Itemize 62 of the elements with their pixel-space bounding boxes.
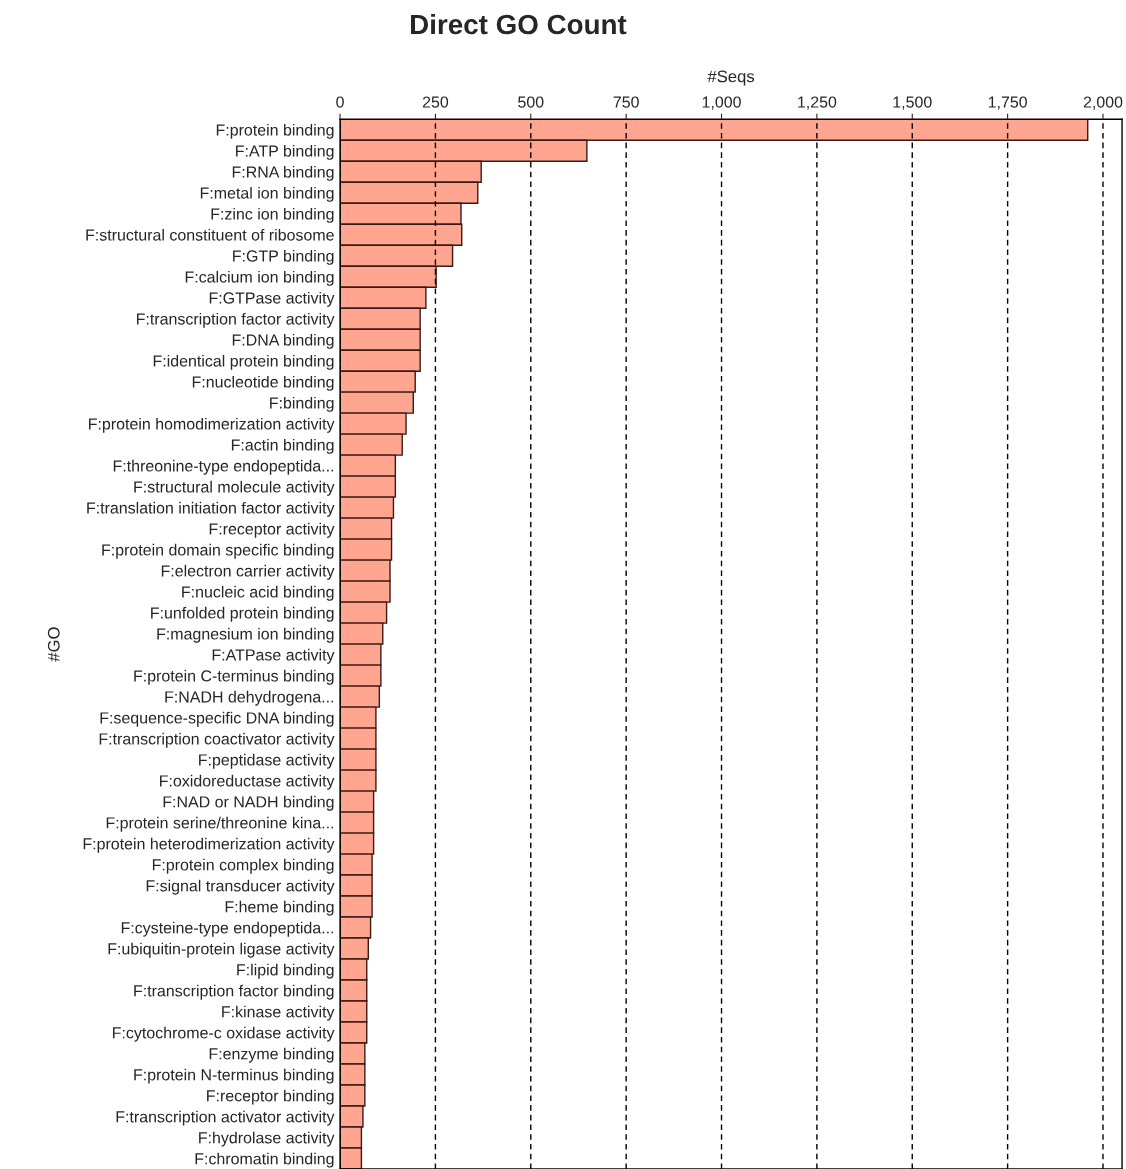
y-tick-label: F:protein serine/threonine kina...	[106, 816, 334, 832]
y-tick-label: F:metal ion binding	[200, 186, 334, 202]
y-tick-label: F:protein N-terminus binding	[134, 1068, 334, 1084]
y-tick-label: F:identical protein binding	[153, 354, 334, 370]
y-tick-label: F:receptor activity	[209, 522, 335, 538]
y-tick-label: F:signal transducer activity	[146, 879, 335, 895]
chart-title: Direct GO Count	[411, 13, 627, 35]
y-tick-label: F:chromatin binding	[195, 1152, 334, 1168]
y-tick-label: F:transcription coactivator activity	[99, 732, 335, 748]
y-tick-label: F:ATPase activity	[212, 648, 335, 664]
x-axis-title: #Seqs	[707, 70, 755, 86]
y-tick-label: F:NADH dehydrogena...	[165, 690, 334, 706]
y-tick-label: F:transcription activator activity	[116, 1110, 335, 1126]
y-tick-label: F:sequence-specific DNA binding	[100, 711, 334, 727]
x-tick-label: 750	[613, 96, 639, 108]
x-tick-label: 1,000	[702, 96, 741, 110]
y-tick-label: F:oxidoreductase activity	[160, 774, 335, 790]
y-tick-label: F:actin binding	[231, 438, 334, 454]
y-tick-label: F:ATP binding	[236, 144, 334, 160]
x-tick-label: 0	[336, 96, 344, 108]
x-tick-label: 500	[518, 96, 544, 108]
y-tick-label: F:peptidase activity	[199, 753, 335, 769]
x-tick-label: 1,750	[988, 96, 1027, 110]
y-tick-label: F:transcription factor binding	[134, 984, 334, 1000]
y-tick-label: F:protein domain specific binding	[102, 543, 334, 559]
y-tick-label: F:lipid binding	[237, 963, 334, 979]
y-tick-label: F:protein binding	[216, 123, 334, 139]
y-tick-label: F:transcription factor activity	[136, 312, 335, 328]
y-tick-label: F:structural constituent of ribosome	[86, 228, 334, 241]
y-tick-label: F:RNA binding	[232, 165, 334, 181]
y-tick-label: F:protein homodimerization activity	[89, 417, 335, 433]
y-tick-label: F:enzyme binding	[209, 1047, 334, 1063]
y-axis-title: #GO	[47, 627, 60, 662]
y-tick-label: F:cysteine-type endopeptida...	[121, 921, 334, 937]
y-tick-label: F:kinase activity	[222, 1005, 335, 1021]
x-tick-label: 1,250	[798, 96, 837, 110]
y-tick-label: F:nucleic acid binding	[182, 585, 334, 601]
y-tick-label: F:threonine-type endopeptida...	[113, 459, 334, 475]
y-tick-label: F:protein complex binding	[152, 858, 334, 874]
y-tick-label: F:magnesium ion binding	[157, 627, 334, 643]
x-tick-label: 250	[422, 96, 449, 108]
y-tick-label: F:DNA binding	[232, 333, 334, 349]
y-tick-label: F:hydrolase activity	[199, 1131, 335, 1147]
y-tick-label: F:GTPase activity	[209, 291, 335, 307]
x-tick-label: 2,000	[1083, 96, 1123, 110]
y-tick-label: F:binding	[270, 396, 334, 412]
y-tick-label: F:structural molecule activity	[134, 480, 335, 496]
y-tick-label: F:GTP binding	[233, 249, 334, 265]
y-tick-label: F:zinc ion binding	[211, 207, 334, 223]
y-tick-label: F:calcium ion binding	[185, 270, 334, 286]
y-tick-label: F:receptor binding	[207, 1089, 334, 1105]
y-tick-label: F:cytochrome-c oxidase activity	[113, 1026, 335, 1042]
y-tick-label: F:translation initiation factor activity	[87, 501, 335, 517]
y-tick-label: F:heme binding	[225, 900, 334, 916]
y-tick-label: F:protein C-terminus binding	[134, 669, 334, 685]
y-tick-label: F:protein heterodimerization activity	[83, 837, 335, 853]
y-tick-label: F:NAD or NADH binding	[163, 795, 334, 811]
y-tick-label: F:nucleotide binding	[192, 375, 334, 391]
y-tick-label: F:unfolded protein binding	[151, 606, 334, 622]
y-tick-label: F:ubiquitin-protein ligase activity	[108, 942, 335, 958]
x-tick-label: 1,500	[893, 96, 932, 110]
y-tick-label: F:electron carrier activity	[161, 564, 335, 580]
